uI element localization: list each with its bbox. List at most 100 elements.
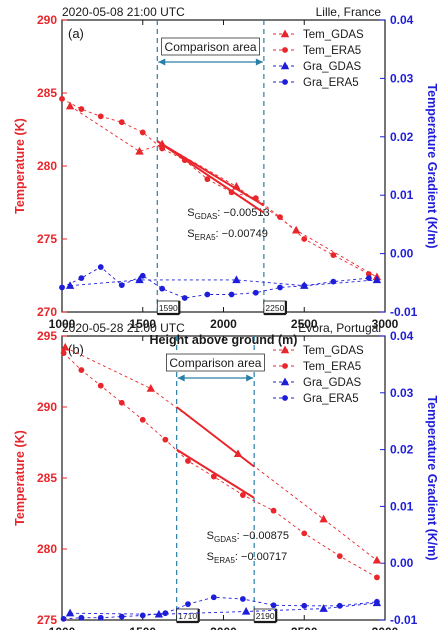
- data-point-Gra_GDAS: [65, 281, 75, 289]
- data-point-Gra_ERA5: [118, 613, 125, 620]
- legend-entry: Tem_ERA5: [303, 361, 361, 373]
- location-label: Lille, France: [316, 5, 382, 19]
- comparison-label: Comparison area: [169, 356, 261, 370]
- y-left-tick-label: 285: [37, 471, 57, 485]
- legend-entry: Tem_GDAS: [303, 29, 364, 41]
- data-point-Tem_ERA5: [139, 416, 146, 423]
- slope-subscript: GDAS: [214, 535, 237, 544]
- data-point-Gra_GDAS: [135, 275, 144, 284]
- y-left-tick-label: 280: [37, 542, 57, 556]
- x-tick-label: 1500: [129, 625, 156, 630]
- y-left-axis-label: Temperature (K): [13, 430, 27, 526]
- y-right-axis-label: Temperature Gradient (K/m): [425, 83, 439, 248]
- data-point-Gra_GDAS: [372, 275, 382, 284]
- data-point-Gra_ERA5: [185, 601, 191, 607]
- data-point-Gra_ERA5: [239, 596, 246, 602]
- data-point-Tem_ERA5: [330, 252, 337, 258]
- panel-label: (b): [68, 342, 84, 357]
- slope-value: : −0.00875: [237, 530, 289, 542]
- data-point-Gra_ERA5: [162, 610, 169, 617]
- slope-value: : −0.00749: [216, 228, 268, 240]
- y-right-tick-label: -0.01: [390, 305, 418, 319]
- data-point-Gra_ERA5: [139, 272, 146, 279]
- slope-symbol: S: [187, 228, 194, 240]
- data-point-Tem_ERA5: [78, 106, 85, 112]
- data-point-Gra_ERA5: [301, 282, 308, 289]
- series-line-Gra_ERA5: [61, 266, 369, 299]
- datetime-label: 2020-05-28 21:00 UTC: [62, 321, 185, 335]
- legend-marker: [282, 395, 288, 401]
- data-point-Gra_ERA5: [97, 614, 104, 621]
- panel-label: (a): [68, 26, 84, 41]
- y-right-tick-label: 0.02: [390, 130, 414, 144]
- y-left-tick-label: 295: [37, 329, 57, 343]
- data-point-Tem_ERA5: [185, 458, 191, 464]
- data-point-Gra_ERA5: [374, 598, 380, 605]
- y-right-axis-label: Temperature Gradient (K/m): [425, 395, 439, 560]
- data-point-Gra_ERA5: [228, 291, 235, 298]
- slope-subscript: GDAS: [195, 212, 218, 221]
- legend-marker: [282, 363, 288, 369]
- data-point-Tem_ERA5: [118, 119, 125, 126]
- x-tick-label: 2000: [210, 317, 237, 331]
- data-point-Tem_GDAS: [372, 555, 382, 564]
- data-point-Gra_ERA5: [78, 614, 85, 621]
- data-point-Gra_ERA5: [118, 282, 125, 289]
- bound-value-label: 1590: [159, 303, 178, 313]
- data-point-Tem_ERA5: [204, 176, 211, 183]
- slope-value: : −0.00717: [235, 551, 287, 563]
- slope-symbol: S: [207, 530, 214, 542]
- y-right-tick-label: 0.04: [390, 329, 414, 343]
- data-point-Tem_ERA5: [78, 367, 85, 373]
- legend-entry: Gra_ERA5: [303, 77, 359, 89]
- data-point-Gra_ERA5: [301, 602, 308, 609]
- x-tick-label: 1500: [129, 317, 156, 331]
- bound-value-label: 1710: [178, 611, 197, 621]
- data-point-Tem_ERA5: [139, 129, 146, 136]
- location-label: Evora, Portugal: [298, 321, 381, 335]
- data-point-Tem_ERA5: [97, 113, 104, 120]
- slope-symbol: S: [207, 551, 214, 563]
- y-right-tick-label: 0.03: [390, 71, 414, 85]
- y-left-tick-label: 290: [37, 400, 57, 414]
- series-line-Gra_GDAS: [70, 279, 377, 287]
- data-point-Gra_ERA5: [139, 612, 146, 619]
- data-point-Tem_ERA5: [60, 350, 67, 356]
- data-point-Gra_ERA5: [330, 278, 337, 285]
- data-point-Gra_GDAS: [319, 604, 328, 612]
- data-point-Tem_ERA5: [301, 236, 308, 242]
- y-right-tick-label: 0.00: [390, 556, 414, 570]
- data-point-Tem_ERA5: [210, 473, 217, 480]
- comparison-label-box: [166, 353, 265, 372]
- x-tick-label: 1000: [49, 317, 76, 331]
- slope-symbol: S: [187, 207, 194, 219]
- data-point-Tem_ERA5: [301, 530, 308, 537]
- panel-b: 1000 1500 2000 2500 3000 275 280 285 290 295 -0.01…: [13, 321, 439, 630]
- legend-entry: Gra_ERA5: [303, 393, 359, 405]
- x-tick-label: 1000: [49, 625, 76, 630]
- y-left-axis-label: Temperature (K): [13, 118, 27, 214]
- series-line-Tem_ERA5: [61, 98, 370, 275]
- x-tick-label: 2500: [291, 625, 318, 630]
- data-point-Gra_ERA5: [270, 602, 277, 609]
- data-point-Gra_ERA5: [159, 285, 166, 292]
- bound-value-label: 2250: [265, 303, 284, 313]
- data-point-Tem_GDAS: [61, 342, 70, 351]
- data-point-Tem_GDAS: [65, 101, 75, 110]
- panel-a: 1000 1500 2000 2500 3000 270 275 280 285 290 -0.01…: [13, 5, 439, 347]
- data-point-Tem_ERA5: [118, 399, 125, 406]
- y-right-tick-label: 0.02: [390, 443, 414, 457]
- legend-marker: [280, 345, 290, 354]
- data-point-Gra_ERA5: [181, 295, 188, 301]
- data-point-Gra_ERA5: [78, 275, 85, 282]
- fit-line-Tem_GDAS: [176, 406, 255, 468]
- y-right-tick-label: 0.03: [390, 386, 414, 400]
- data-point-Tem_GDAS: [135, 146, 144, 155]
- x-tick-label: 2000: [210, 625, 237, 630]
- data-point-Tem_ERA5: [336, 553, 343, 559]
- y-left-tick-label: 290: [37, 13, 57, 27]
- slope-annotation: SGDAS: −0.00513: [187, 207, 269, 221]
- y-right-tick-label: 0.01: [390, 188, 414, 202]
- data-point-Gra_GDAS: [154, 609, 164, 618]
